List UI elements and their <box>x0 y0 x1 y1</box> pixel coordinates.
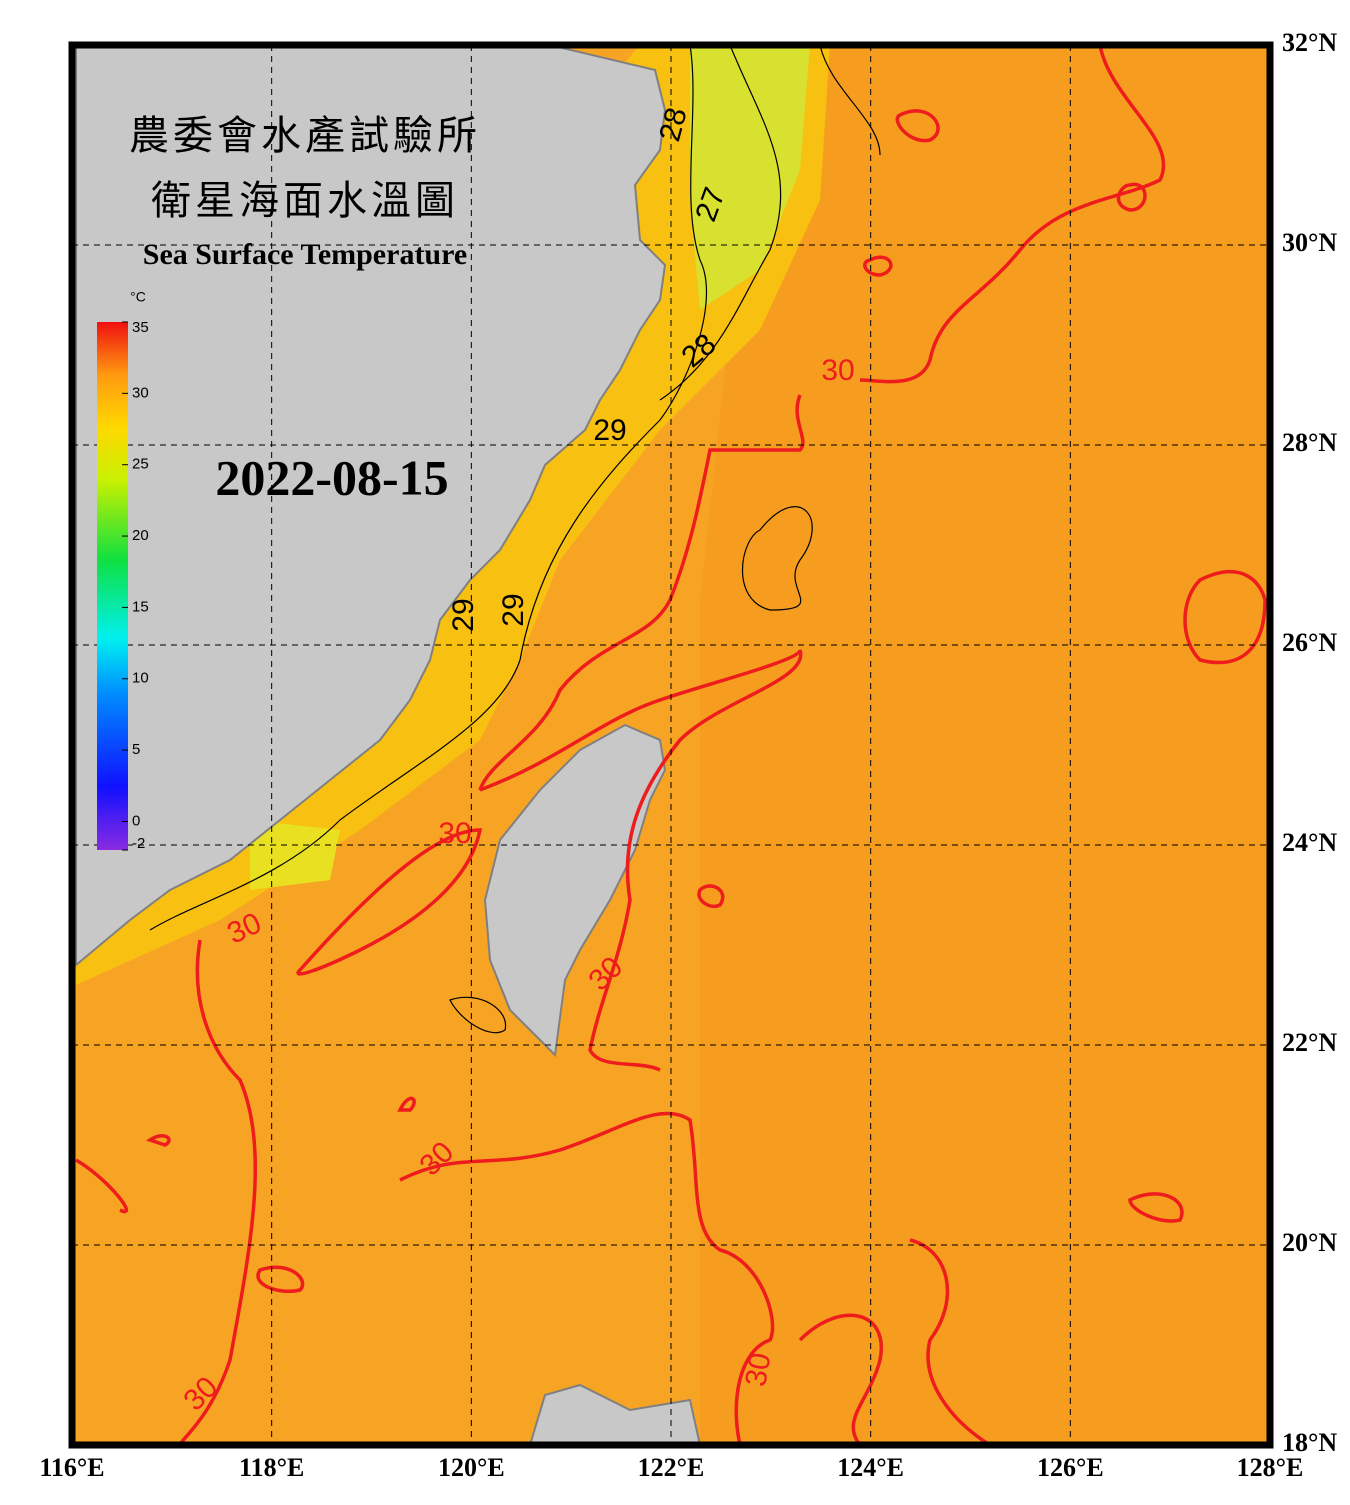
land-luzon <box>528 1383 702 1445</box>
lat-label: 26°N <box>1282 628 1337 657</box>
colorbar-tick-label: 25 <box>132 456 149 473</box>
grid <box>72 45 1270 1445</box>
date: 2022-08-15 <box>215 449 448 505</box>
lon-label: 118°E <box>239 1453 304 1482</box>
lon-label: 124°E <box>837 1453 904 1482</box>
lat-label: 28°N <box>1282 428 1337 457</box>
lat-label: 18°N <box>1282 1428 1337 1457</box>
title-zh-1: 農委會水產試驗所 <box>129 113 481 158</box>
lat-label: 32°N <box>1282 28 1337 57</box>
ocean-warm <box>700 45 1270 1445</box>
contour-label: 29 <box>497 593 530 626</box>
lat-label: 22°N <box>1282 1028 1337 1057</box>
colorbar-unit: °C <box>130 289 146 305</box>
lat-label: 24°N <box>1282 828 1337 857</box>
contour-black <box>149 45 881 1034</box>
lon-label: 128°E <box>1237 1453 1304 1482</box>
contour-label: 30 <box>821 354 854 387</box>
contour-red <box>75 45 1267 1445</box>
contour-label: 29 <box>447 598 480 631</box>
lat-label: 20°N <box>1282 1228 1337 1257</box>
cool-water <box>250 820 340 890</box>
title-block: 農委會水產試驗所 衛星海面水溫圖 Sea Surface Temperature… <box>129 113 481 505</box>
cool-water <box>690 45 810 310</box>
lon-label: 122°E <box>638 1453 705 1482</box>
title-en: Sea Surface Temperature <box>143 238 467 271</box>
colorbar-tick-label: 35 <box>132 319 149 336</box>
colorbar-tick-label: -2 <box>132 835 145 852</box>
lon-label: 126°E <box>1037 1453 1104 1482</box>
land-china <box>75 45 667 968</box>
lon-label: 116°E <box>39 1453 104 1482</box>
colorbar-tick-label: 15 <box>132 598 149 615</box>
lon-label: 120°E <box>438 1453 505 1482</box>
land-taiwan <box>483 723 667 1058</box>
axes: 116°E 118°E 120°E 122°E 124°E 126°E 128°E 32°N 3… <box>39 28 1337 1482</box>
lat-label: 30°N <box>1282 228 1337 257</box>
colorbar-tick-label: 20 <box>132 527 149 544</box>
colorbar-tick-label: 5 <box>132 741 140 758</box>
colorbar-tick-label: 30 <box>132 384 149 401</box>
colorbar <box>97 322 128 850</box>
contour-label: 29 <box>593 414 626 447</box>
title-zh-2: 衛星海面水溫圖 <box>151 178 459 223</box>
colorbar-tick-label: 0 <box>132 812 140 829</box>
contour-label: 30 <box>438 817 471 850</box>
colorbar-tick-label: 10 <box>132 670 149 687</box>
map-frame <box>68 41 1274 1449</box>
contour-label: 30 <box>739 1350 777 1389</box>
